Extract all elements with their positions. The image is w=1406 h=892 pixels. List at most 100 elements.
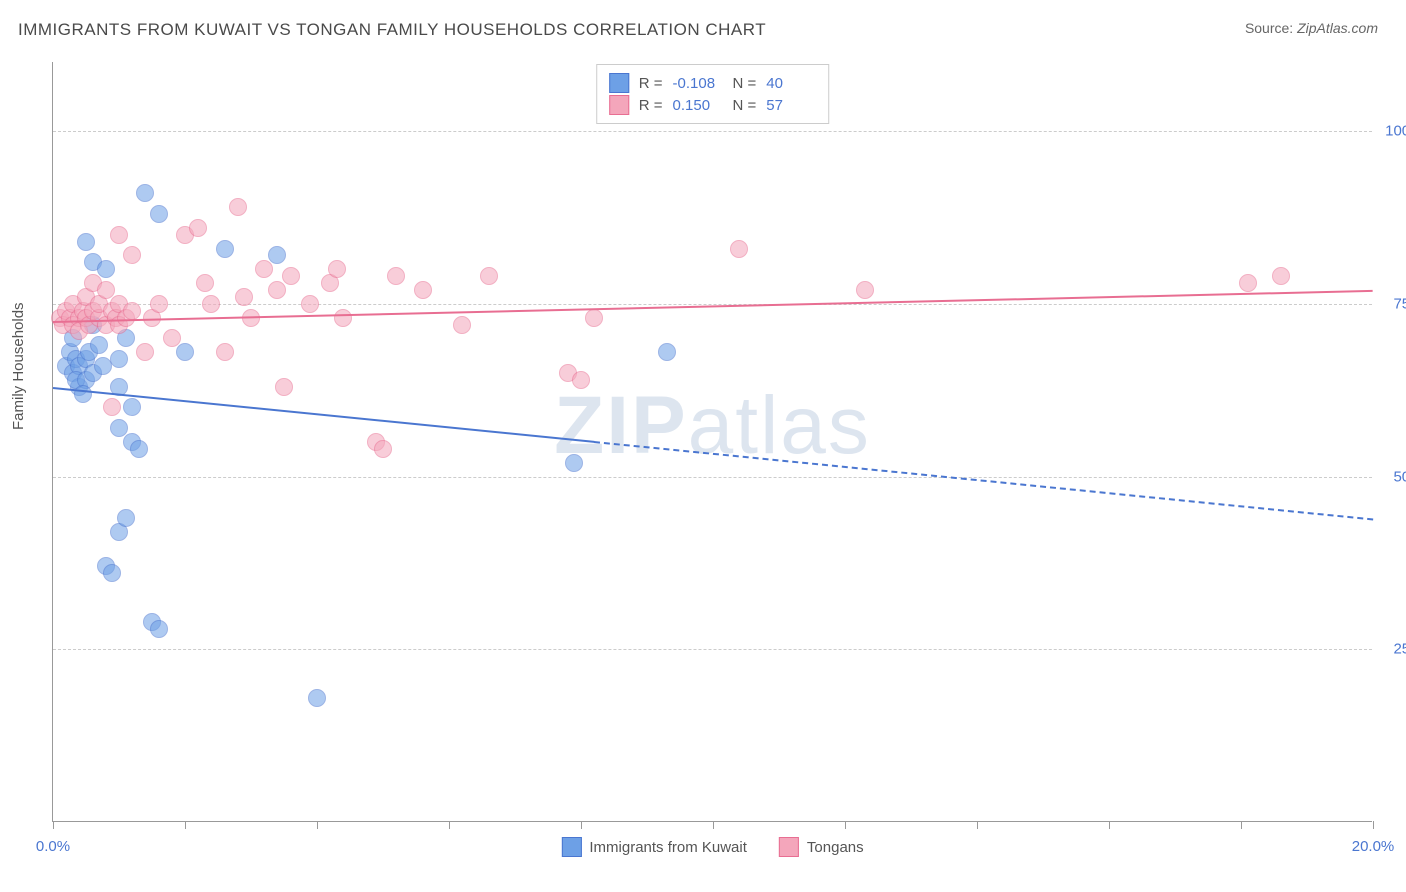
data-point xyxy=(275,378,293,396)
data-point xyxy=(282,267,300,285)
data-point xyxy=(123,398,141,416)
data-point xyxy=(163,329,181,347)
data-point xyxy=(585,309,603,327)
source-value: ZipAtlas.com xyxy=(1297,20,1378,36)
data-point xyxy=(572,371,590,389)
data-point xyxy=(730,240,748,258)
gridline xyxy=(53,477,1372,478)
data-point xyxy=(414,281,432,299)
source-label: Source: xyxy=(1245,20,1293,36)
trend-line-dashed xyxy=(594,441,1373,520)
source-attribution: Source: ZipAtlas.com xyxy=(1245,20,1378,36)
data-point xyxy=(189,219,207,237)
data-point xyxy=(90,336,108,354)
legend-series-name: Immigrants from Kuwait xyxy=(589,839,747,856)
legend-series-name: Tongans xyxy=(807,839,864,856)
legend-n-value: 40 xyxy=(766,75,816,92)
data-point xyxy=(856,281,874,299)
data-point xyxy=(94,357,112,375)
chart-plot-area: ZIPatlas R =-0.108N =40R =0.150N =57 Imm… xyxy=(52,62,1372,822)
data-point xyxy=(74,385,92,403)
data-point xyxy=(216,240,234,258)
data-point xyxy=(123,246,141,264)
data-point xyxy=(308,689,326,707)
data-point xyxy=(103,398,121,416)
legend-r-label: R = xyxy=(639,75,663,92)
legend-swatch xyxy=(779,837,799,857)
legend-swatch xyxy=(561,837,581,857)
gridline xyxy=(53,649,1372,650)
x-tick xyxy=(1373,821,1374,829)
x-tick xyxy=(317,821,318,829)
data-point xyxy=(334,309,352,327)
data-point xyxy=(150,295,168,313)
x-tick xyxy=(845,821,846,829)
data-point xyxy=(202,295,220,313)
legend-r-label: R = xyxy=(639,97,663,114)
legend-r-value: 0.150 xyxy=(673,97,723,114)
data-point xyxy=(216,343,234,361)
y-tick-label: 100.0% xyxy=(1385,123,1406,140)
data-point xyxy=(110,419,128,437)
data-point xyxy=(268,246,286,264)
data-point xyxy=(123,302,141,320)
data-point xyxy=(1239,274,1257,292)
y-axis-label: Family Households xyxy=(10,302,27,430)
data-point xyxy=(658,343,676,361)
x-tick xyxy=(53,821,54,829)
data-point xyxy=(77,233,95,251)
legend-item: Tongans xyxy=(779,837,864,857)
data-point xyxy=(136,343,154,361)
data-point xyxy=(453,316,471,334)
data-point xyxy=(229,198,247,216)
legend-swatch xyxy=(609,73,629,93)
data-point xyxy=(176,343,194,361)
data-point xyxy=(387,267,405,285)
data-point xyxy=(328,260,346,278)
y-tick-label: 50.0% xyxy=(1393,468,1406,485)
data-point xyxy=(268,281,286,299)
data-point xyxy=(1272,267,1290,285)
x-tick-label: 0.0% xyxy=(36,838,70,855)
watermark-rest: atlas xyxy=(688,380,871,471)
data-point xyxy=(480,267,498,285)
data-point xyxy=(110,350,128,368)
data-point xyxy=(103,564,121,582)
y-tick-label: 25.0% xyxy=(1393,641,1406,658)
legend-n-label: N = xyxy=(733,97,757,114)
data-point xyxy=(136,184,154,202)
data-point xyxy=(374,440,392,458)
legend-item: Immigrants from Kuwait xyxy=(561,837,747,857)
y-tick-label: 75.0% xyxy=(1393,295,1406,312)
x-tick-label: 20.0% xyxy=(1352,838,1395,855)
data-point xyxy=(235,288,253,306)
data-point xyxy=(117,509,135,527)
correlation-legend: R = -0.108 N = 40 R = 0.150 N = 57 xyxy=(596,64,830,124)
chart-title: IMMIGRANTS FROM KUWAIT VS TONGAN FAMILY … xyxy=(18,20,766,40)
data-point xyxy=(150,205,168,223)
data-point xyxy=(301,295,319,313)
data-point xyxy=(150,620,168,638)
legend-swatch xyxy=(609,95,629,115)
data-point xyxy=(255,260,273,278)
legend-n-label: N = xyxy=(733,75,757,92)
legend-row: R = -0.108 N = 40 xyxy=(609,73,817,93)
series-legend: Immigrants from Kuwait Tongans xyxy=(561,837,863,857)
data-point xyxy=(565,454,583,472)
legend-n-value: 57 xyxy=(766,97,816,114)
x-tick xyxy=(449,821,450,829)
x-tick xyxy=(581,821,582,829)
data-point xyxy=(110,226,128,244)
x-tick xyxy=(713,821,714,829)
data-point xyxy=(97,260,115,278)
data-point xyxy=(196,274,214,292)
x-tick xyxy=(977,821,978,829)
gridline xyxy=(53,131,1372,132)
watermark: ZIPatlas xyxy=(554,379,871,473)
legend-r-value: -0.108 xyxy=(673,75,723,92)
x-tick xyxy=(185,821,186,829)
x-tick xyxy=(1109,821,1110,829)
legend-row: R = 0.150 N = 57 xyxy=(609,95,817,115)
x-tick xyxy=(1241,821,1242,829)
data-point xyxy=(130,440,148,458)
